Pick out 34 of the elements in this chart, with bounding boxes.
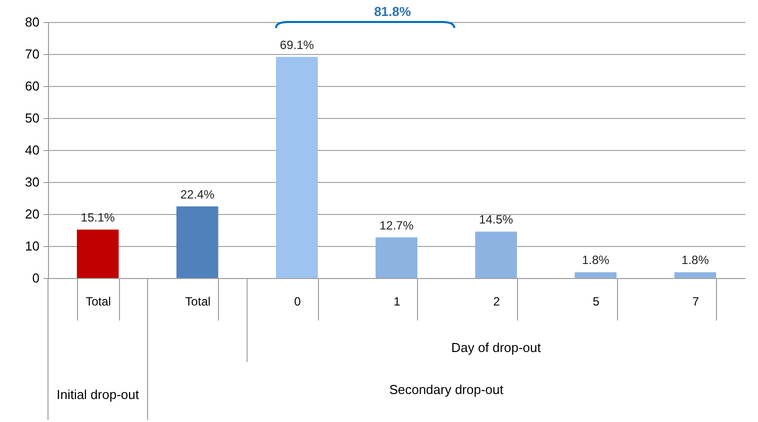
bar xyxy=(574,272,617,278)
data-label: 69.1% xyxy=(280,38,314,52)
y-tick-label: 0 xyxy=(32,270,40,286)
y-tick-label: 70 xyxy=(25,46,40,62)
data-label: 15.1% xyxy=(80,210,116,225)
y-tick-label: 40 xyxy=(25,142,40,158)
y-tick-label: 30 xyxy=(25,174,40,190)
text: Initial drop-out xyxy=(56,387,140,402)
bar xyxy=(176,206,218,278)
text: 81.8% xyxy=(374,4,412,19)
x-tick-label: 2 xyxy=(493,294,500,308)
y-tick-label: 10 xyxy=(25,238,40,254)
data-label: 12.7% xyxy=(379,218,414,232)
x-tick-label: Total xyxy=(185,294,211,308)
text: Secondary drop-out xyxy=(389,382,504,397)
data-label: 1.8% xyxy=(582,253,610,268)
y-tick-label: 20 xyxy=(25,206,40,222)
x-tick-label: 7 xyxy=(692,294,700,308)
bar xyxy=(76,230,119,278)
y-tick-label: 60 xyxy=(25,78,40,94)
bar xyxy=(376,237,418,278)
bar xyxy=(276,56,318,278)
data-label: 22.4% xyxy=(180,187,215,202)
y-tick-label: 80 xyxy=(25,14,40,30)
y-tick-label: 50 xyxy=(25,110,40,126)
data-label: 14.5% xyxy=(479,212,514,227)
text: Day of drop-out xyxy=(451,340,542,355)
data-label: 1.8% xyxy=(682,253,710,268)
bar xyxy=(475,232,517,278)
x-tick-label: Total xyxy=(86,294,111,308)
x-tick-label: 0 xyxy=(294,294,302,308)
x-tick-label: 5 xyxy=(592,294,600,308)
bar xyxy=(674,272,716,278)
x-tick-label: 1 xyxy=(394,294,401,308)
